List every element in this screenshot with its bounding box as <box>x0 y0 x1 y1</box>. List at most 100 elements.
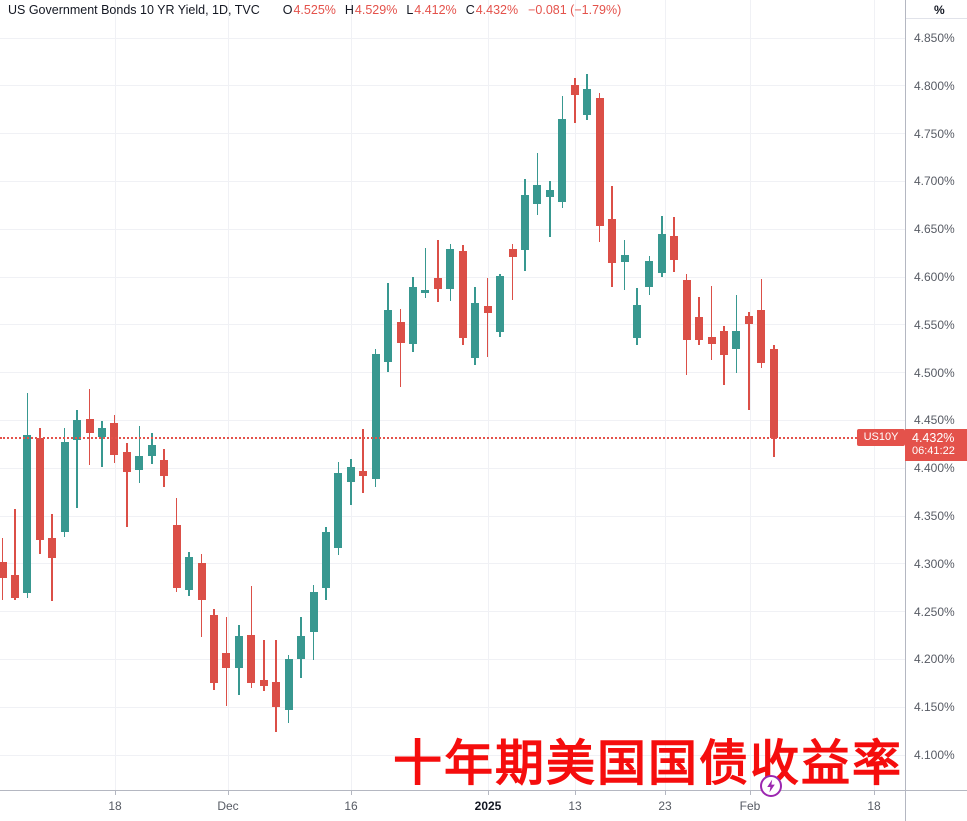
candle-body <box>545 190 554 197</box>
horizontal-gridline <box>0 180 905 182</box>
horizontal-gridline <box>0 611 905 613</box>
candle-wick <box>511 243 514 300</box>
horizontal-gridline <box>0 706 905 708</box>
price-axis-label: 4.300% <box>914 556 955 571</box>
time-axis-tick <box>574 791 576 795</box>
horizontal-gridline <box>0 754 905 756</box>
candle-body <box>60 442 69 533</box>
candle-body <box>346 467 355 482</box>
price-axis-label: 4.650% <box>914 222 955 237</box>
candle-body <box>147 445 156 456</box>
candle-body <box>23 434 32 594</box>
horizontal-gridline <box>0 228 905 230</box>
chart-pane[interactable]: 十年期美国国债收益率 <box>0 0 905 790</box>
candle-wick <box>623 239 626 291</box>
candle-body <box>334 472 343 548</box>
vertical-gridline <box>749 0 751 790</box>
time-axis-tick <box>487 791 489 795</box>
candle-body <box>73 420 82 440</box>
vertical-gridline <box>487 0 489 790</box>
candle-body <box>632 304 641 339</box>
candle-body <box>707 337 716 344</box>
candle-wick <box>262 640 265 691</box>
candle-body <box>284 659 293 711</box>
candle-body <box>471 302 480 359</box>
chart-watermark-text: 十年期美国国债收益率 <box>393 737 904 790</box>
price-axis-label: 4.350% <box>914 509 955 523</box>
axis-corner-divider <box>905 791 906 821</box>
candle-body <box>160 459 169 476</box>
ohlc-value: 4.529% <box>354 3 398 17</box>
horizontal-gridline <box>0 324 905 326</box>
candle-body <box>48 537 57 559</box>
candle-body <box>409 286 418 344</box>
candle-body <box>0 561 7 579</box>
horizontal-gridline <box>0 85 905 87</box>
candle-body <box>769 348 778 438</box>
candle-wick <box>573 78 576 124</box>
candle-body <box>247 634 256 684</box>
candle-body <box>558 119 567 203</box>
time-axis-label: 18 <box>867 799 881 813</box>
candle-body <box>35 437 44 540</box>
price-axis-label: 4.800% <box>914 78 955 93</box>
candle-wick <box>536 152 539 215</box>
candle-body <box>670 235 679 260</box>
price-axis-label: 4.250% <box>914 604 955 619</box>
candle-body <box>209 615 218 684</box>
candle-body <box>321 532 330 588</box>
candle-body <box>645 260 654 287</box>
vertical-gridline <box>873 0 875 790</box>
candle-body <box>620 255 629 262</box>
candle-body <box>135 455 144 471</box>
candle-body <box>384 309 393 363</box>
candle-body <box>272 682 281 708</box>
change-value: −0.081 (−1.79%) <box>528 3 622 17</box>
time-axis-tick <box>873 791 875 795</box>
candle-body <box>458 251 467 339</box>
time-axis-label: Feb <box>739 799 761 813</box>
flash-event-icon[interactable] <box>759 774 783 798</box>
price-axis-label: 4.550% <box>914 317 955 332</box>
vertical-gridline <box>114 0 116 790</box>
symbol-title[interactable]: US Government Bonds 10 YR Yield, 1D, TVC <box>8 3 260 17</box>
symbol-header: US Government Bonds 10 YR Yield, 1D, TVC… <box>8 3 621 21</box>
candle-body <box>85 419 94 433</box>
price-axis-label: 4.750% <box>914 126 955 141</box>
percent-scale-button[interactable]: % <box>906 0 967 19</box>
time-axis-tick <box>664 791 666 795</box>
candle-wick <box>126 443 128 528</box>
candle-wick <box>748 312 750 410</box>
candle-body <box>533 185 542 205</box>
price-axis-label: 4.200% <box>914 652 955 667</box>
candle-wick <box>362 429 365 494</box>
candle-wick <box>723 325 725 386</box>
candle-body <box>222 652 231 668</box>
price-axis-label: 4.450% <box>914 413 955 428</box>
horizontal-gridline <box>0 133 905 135</box>
candle-body <box>98 428 107 437</box>
candle-body <box>122 451 131 472</box>
candle-body <box>371 354 380 479</box>
candle-wick <box>14 509 16 601</box>
candle-wick <box>486 277 489 358</box>
horizontal-gridline <box>0 37 905 39</box>
candle-body <box>608 218 617 263</box>
time-axis[interactable]: 18 Dec 16 2025 13 23 Feb 18 <box>0 790 967 821</box>
time-axis-label: Dec <box>217 799 239 813</box>
candle-body <box>595 98 604 227</box>
candle-body <box>433 277 442 290</box>
ohlc-prefix: C <box>465 3 475 17</box>
price-axis[interactable]: % 4.850% 4.800% 4.750% 4.700% 4.650% 4.600% 4.… <box>905 0 967 790</box>
candle-wick <box>710 285 713 361</box>
price-axis-label: 4.500% <box>914 365 955 380</box>
candle-wick <box>350 458 352 506</box>
horizontal-gridline <box>0 467 905 469</box>
horizontal-gridline <box>0 372 905 374</box>
candle-body <box>396 321 405 343</box>
price-axis-label: 4.100% <box>914 748 955 762</box>
last-price-line <box>0 436 905 439</box>
ohlc-values: O4.525% H4.529% L4.412% C4.432% <box>274 3 518 17</box>
horizontal-gridline <box>0 563 905 565</box>
candle-wick <box>101 421 103 468</box>
